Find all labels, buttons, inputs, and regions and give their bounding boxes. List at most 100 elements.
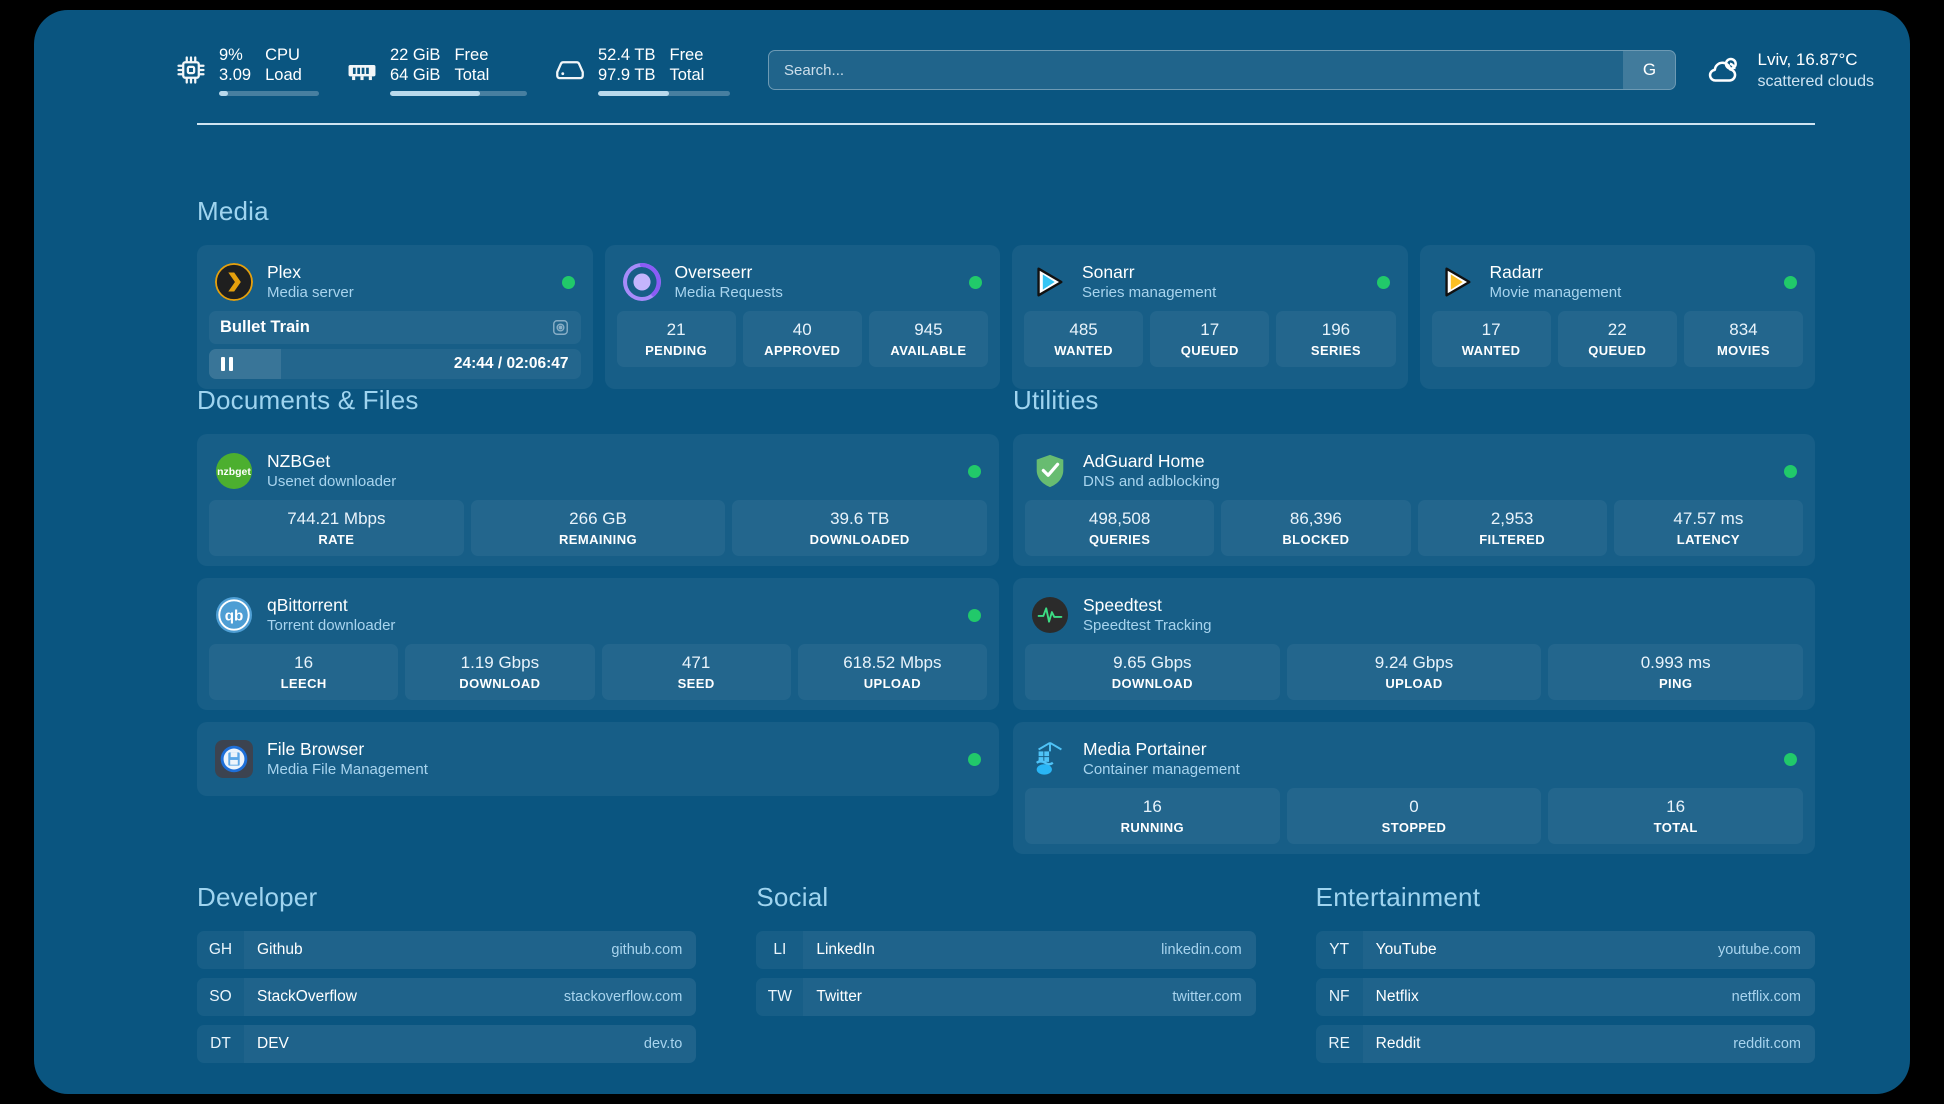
cpu-icon [174, 53, 208, 87]
stat-value: 16 [1142, 797, 1162, 816]
service-subtitle: Usenet downloader [267, 473, 397, 490]
service-card-radarr[interactable]: Radarr Movie management 17 WANTED 22 QUE… [1419, 245, 1815, 389]
bookmark-item[interactable]: GH Github github.com [197, 931, 697, 969]
service-card-nzbget[interactable]: nzbget NZBGet Usenet downloader 744.21 M… [197, 434, 999, 566]
stat-value: 9.65 Gbps [1113, 653, 1192, 672]
service-stats: 16 LEECH 1.19 Gbps DOWNLOAD 471 SEED 618… [209, 644, 987, 700]
bookmark-group-title: Social [756, 882, 829, 912]
stat-label: DOWNLOAD [459, 676, 541, 691]
service-card-adguard-home[interactable]: AdGuard Home DNS and adblocking 498,508 … [1013, 434, 1815, 566]
weather-location-temp: Lviv, 16.87°C [1757, 49, 1858, 69]
pause-icon[interactable] [221, 357, 233, 371]
cpu-label-bottom: Load [265, 65, 302, 84]
bookmark-item[interactable]: RE Reddit reddit.com [1315, 1025, 1815, 1063]
bookmark-label: StackOverflow [257, 988, 357, 1005]
radarr-icon [1438, 263, 1476, 301]
stat-label: WANTED [1461, 343, 1521, 358]
bookmark-label: Github [257, 941, 303, 958]
weather-widget: Lviv, 16.87°C scattered clouds [1704, 49, 1874, 92]
stat-value: 47.57 ms [1673, 509, 1744, 528]
stat-label: STOPPED [1381, 820, 1447, 835]
bookmark-url: stackoverflow.com [563, 989, 683, 1005]
bookmark-item[interactable]: NF Netflix netflix.com [1315, 978, 1815, 1016]
bookmark-item[interactable]: SO StackOverflow stackoverflow.com [197, 978, 697, 1016]
plex-icon [215, 263, 253, 301]
service-stats: 498,508 QUERIES 86,396 BLOCKED 2,953 FIL… [1025, 500, 1803, 556]
service-name: Overseerr [674, 262, 753, 282]
stat-value: 21 [666, 320, 686, 339]
documents-section: Documents & Files nzbget NZBGet Usenet d… [197, 385, 999, 796]
stat-item: 16 TOTAL [1548, 788, 1804, 844]
search-engine-button[interactable]: G [1623, 51, 1676, 89]
stat-item: 485 WANTED [1024, 311, 1144, 367]
cpu-usage-bar [219, 90, 319, 96]
service-subtitle: Media Requests [674, 284, 783, 301]
bookmark-abbr: TW [756, 978, 804, 1016]
stat-label: BLOCKED [1282, 532, 1350, 547]
overseerr-icon [622, 263, 661, 301]
service-card-speedtest[interactable]: Speedtest Speedtest Tracking 9.65 Gbps D… [1013, 578, 1815, 710]
stat-item: 86,396 BLOCKED [1221, 500, 1411, 556]
stat-value: 9.24 Gbps [1374, 653, 1454, 672]
bookmark-url: youtube.com [1717, 942, 1801, 958]
cpu-usage-value: 9% [219, 45, 243, 64]
status-badge [969, 275, 982, 289]
stat-label: SEED [677, 676, 715, 691]
service-card-file-browser[interactable]: File Browser Media File Management [197, 722, 999, 796]
service-card-overseerr[interactable]: Overseerr Media Requests 21 PENDING 40 A… [604, 245, 1000, 389]
stat-label: WANTED [1054, 343, 1113, 358]
service-card-sonarr[interactable]: Sonarr Series management 485 WANTED 17 Q… [1012, 245, 1408, 389]
service-name: Sonarr [1082, 262, 1135, 282]
stat-label: PENDING [645, 343, 708, 358]
bookmark-url: linkedin.com [1161, 942, 1242, 958]
service-stats: 485 WANTED 17 QUEUED 196 SERIES [1024, 311, 1396, 367]
search-input[interactable] [768, 50, 1677, 90]
cpu-load-value: 3.09 [219, 65, 252, 84]
service-subtitle: Series management [1082, 284, 1217, 301]
service-subtitle: Speedtest Tracking [1083, 617, 1212, 634]
service-subtitle: Torrent downloader [267, 617, 396, 634]
memory-total-value: 64 GiB [390, 65, 441, 84]
bookmark-item[interactable]: TW Twitter twitter.com [756, 978, 1256, 1016]
status-badge [968, 752, 981, 766]
stat-label: DOWNLOAD [1111, 676, 1193, 691]
stat-label: SERIES [1310, 343, 1361, 358]
stat-value: 0 [1409, 797, 1419, 816]
stat-label: RATE [318, 532, 355, 547]
disk-label-bottom: Total [669, 65, 705, 84]
sonarr-icon [1030, 263, 1068, 301]
bookmark-label: Reddit [1375, 1035, 1421, 1052]
time-separator: / [497, 355, 503, 372]
service-subtitle: DNS and adblocking [1083, 473, 1220, 490]
bookmark-url: twitter.com [1172, 989, 1242, 1005]
stat-item: 16 LEECH [209, 644, 399, 700]
stat-item: 16 RUNNING [1025, 788, 1280, 844]
service-stats: 9.65 Gbps DOWNLOAD 9.24 Gbps UPLOAD 0.99… [1025, 644, 1804, 700]
stat-value: 86,396 [1289, 509, 1342, 528]
service-name: File Browser [267, 739, 365, 759]
service-name: AdGuard Home [1083, 451, 1205, 471]
service-card-qbittorrent[interactable]: qb qBittorrent Torrent downloader 16 LEE… [197, 578, 999, 710]
bookmark-item[interactable]: YT YouTube youtube.com [1315, 931, 1815, 969]
utilities-section: Utilities AdGuard Home DNS and adblockin… [1013, 385, 1815, 854]
stat-item: 21 PENDING [616, 311, 736, 367]
stat-label: QUEUED [1180, 343, 1239, 358]
bookmark-item[interactable]: LI LinkedIn linkedin.com [756, 931, 1256, 969]
stat-value: 17 [1481, 320, 1501, 339]
bookmark-item[interactable]: DT DEV dev.to [197, 1025, 697, 1063]
svg-text:qb: qb [225, 608, 244, 625]
now-playing-title-row[interactable]: Bullet Train [209, 311, 581, 344]
stat-item: 471 SEED [601, 644, 791, 700]
stat-label: QUEUED [1588, 343, 1647, 358]
service-card-plex[interactable]: Plex Media server Bullet Train [197, 245, 593, 389]
utilities-section-title: Utilities [1013, 385, 1099, 415]
stat-value: 2,953 [1490, 509, 1534, 528]
gear-icon[interactable] [551, 318, 570, 337]
stat-label: AVAILABLE [890, 343, 967, 358]
stat-item: 196 SERIES [1276, 311, 1396, 367]
now-playing-progress[interactable]: 24:44 / 02:06:47 [209, 349, 581, 379]
filebrowser-icon [215, 740, 253, 778]
service-card-media-portainer[interactable]: Media Portainer Container management 16 … [1013, 722, 1815, 854]
stat-value: 196 [1321, 320, 1351, 339]
disk-stat-group: 52.4 TB 97.9 TB Free Total [553, 45, 730, 96]
